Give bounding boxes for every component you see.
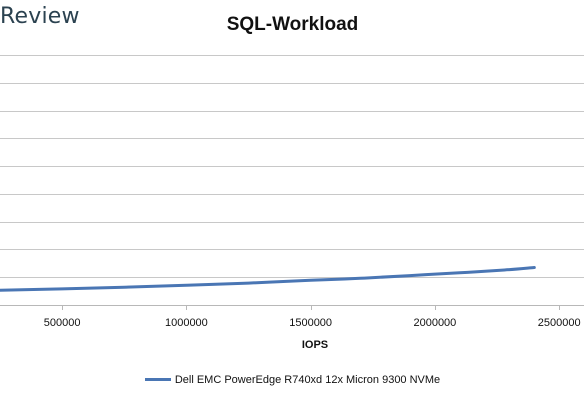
x-tick-label: 1000000 bbox=[165, 317, 208, 329]
legend: Dell EMC PowerEdge R740xd 12x Micron 930… bbox=[0, 374, 585, 386]
brand-logo-text: Review bbox=[0, 4, 80, 29]
grid-lines bbox=[0, 55, 584, 306]
x-tick-label: 1500000 bbox=[289, 317, 332, 329]
x-axis-title: IOPS bbox=[302, 339, 328, 351]
x-tick-label: 2500000 bbox=[538, 317, 581, 329]
x-tick-label: 500000 bbox=[44, 317, 81, 329]
series-layer bbox=[0, 266, 536, 292]
chart-title: SQL-Workload bbox=[226, 14, 359, 35]
x-axis-ticks: 500000 1000000 1500000 2000000 2500000 bbox=[44, 305, 581, 329]
legend-swatch bbox=[144, 377, 171, 381]
x-tick-label: 2000000 bbox=[413, 317, 456, 329]
series-line bbox=[0, 266, 536, 292]
legend-label: Dell EMC PowerEdge R740xd 12x Micron 930… bbox=[174, 374, 441, 386]
